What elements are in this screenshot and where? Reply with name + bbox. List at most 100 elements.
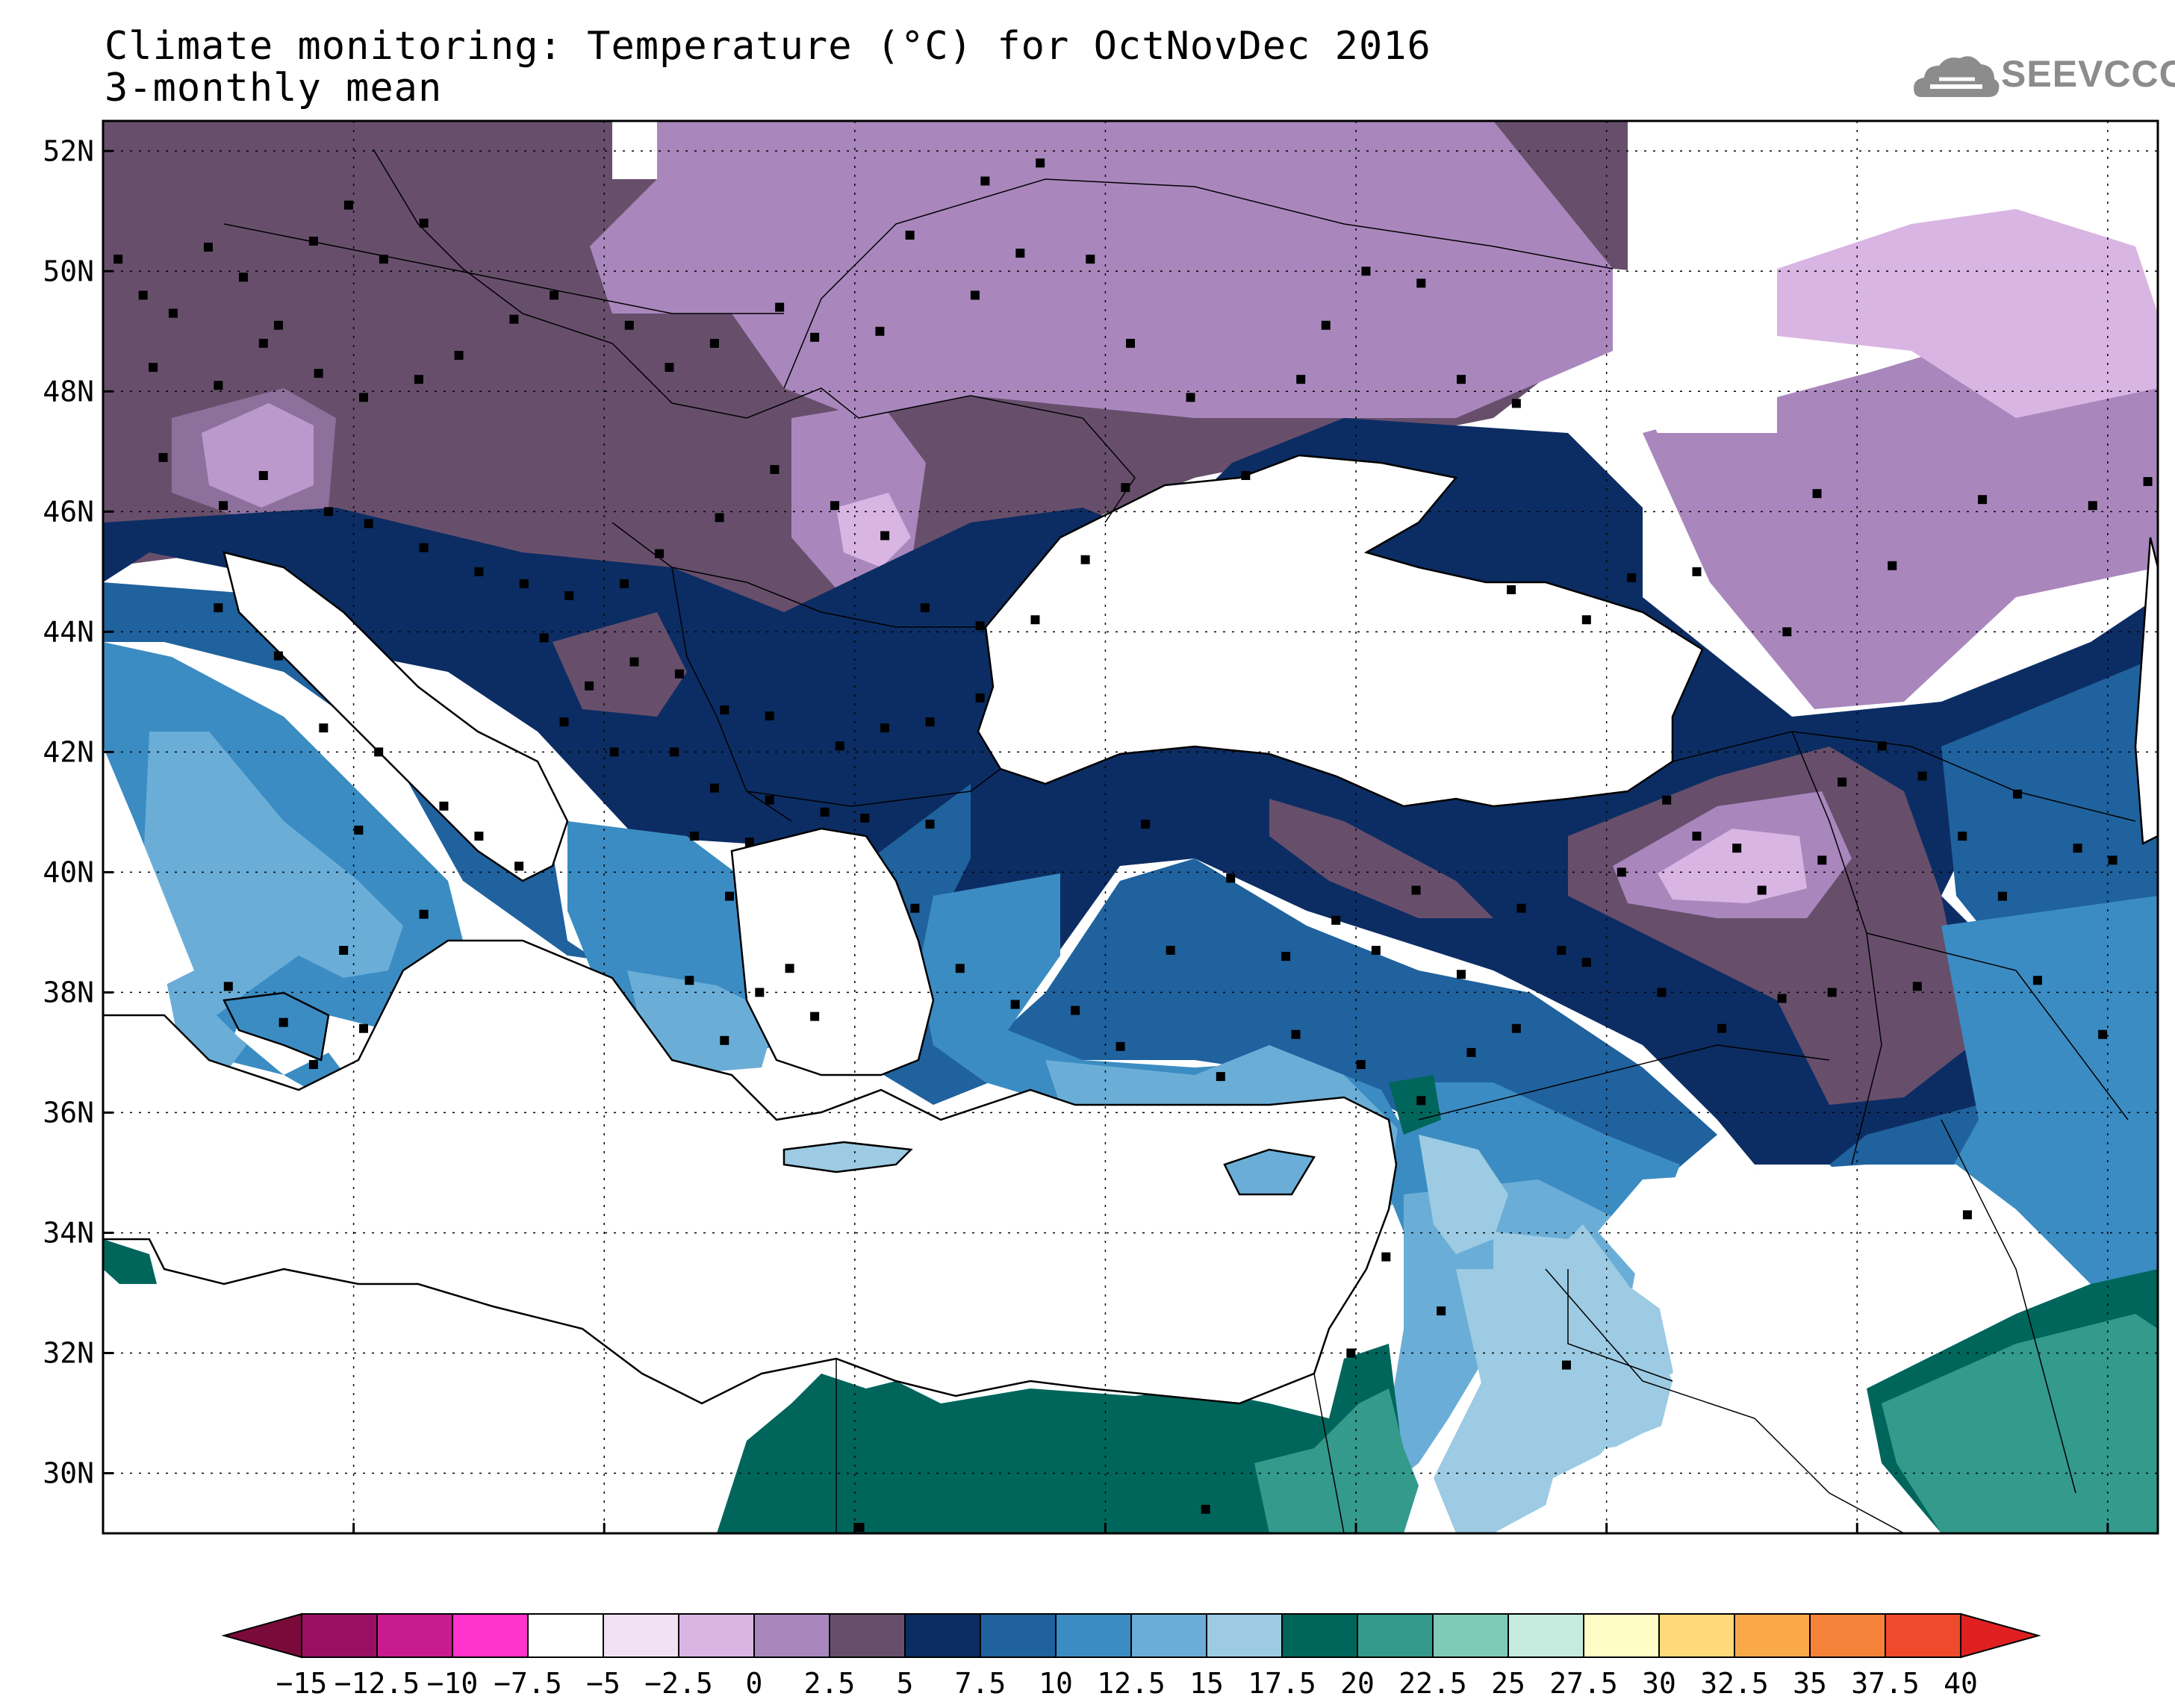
station-marker	[364, 519, 373, 529]
station-marker	[439, 801, 449, 811]
station-marker	[1581, 615, 1591, 625]
lat-label: 38N	[43, 976, 94, 1009]
station-marker	[1817, 855, 1827, 865]
colorbar-label: 37.5	[1851, 1667, 1920, 1700]
colorbar-label: 15	[1189, 1667, 1224, 1700]
station-marker	[690, 832, 700, 841]
station-marker	[1511, 1023, 1521, 1033]
station-marker	[925, 819, 935, 829]
station-marker	[214, 603, 223, 613]
station-marker	[1331, 915, 1341, 925]
station-marker	[970, 290, 980, 300]
station-marker	[550, 290, 559, 300]
station-marker	[905, 230, 915, 240]
station-marker	[1757, 885, 1767, 895]
sea-adriatic	[224, 552, 567, 881]
station-marker	[238, 272, 248, 282]
station-marker	[1241, 471, 1251, 481]
map-title: Climate monitoring: Temperature (°C) for…	[105, 24, 1431, 69]
colorbar-swatch	[301, 1613, 378, 1658]
colorbar-label: 35	[1793, 1667, 1827, 1700]
map-frame	[102, 119, 2159, 1535]
station-marker	[810, 1012, 820, 1021]
colorbar-label: 10	[1039, 1667, 1073, 1700]
coastlines	[103, 454, 2158, 1405]
colorbar-swatch	[1281, 1613, 1358, 1658]
field-20-tunisia-s	[103, 1239, 157, 1284]
station-marker	[343, 200, 353, 210]
colorbar-label: 7.5	[955, 1667, 1006, 1700]
station-marker	[1978, 495, 1988, 505]
station-marker	[1692, 832, 1702, 841]
sea-tyrrhenian	[103, 747, 194, 993]
station-marker	[765, 711, 774, 721]
station-marker	[720, 1035, 729, 1045]
colorbar-boxes	[221, 1612, 2041, 1659]
station-marker	[755, 988, 765, 997]
colorbar-label: −12.5	[335, 1667, 420, 1700]
colorbar-label: −2.5	[644, 1667, 713, 1700]
lat-label: 42N	[43, 735, 94, 768]
logo-text: SEEVCCC	[2001, 53, 2175, 95]
field-22-5-sinai	[1254, 1388, 1419, 1533]
station-marker	[1557, 946, 1566, 956]
island-sicily	[224, 993, 329, 1060]
station-marker	[374, 747, 384, 757]
station-marker	[775, 302, 785, 312]
colorbar-label: 2.5	[804, 1667, 856, 1700]
station-marker	[1962, 1210, 1972, 1220]
station-marker	[2032, 976, 2042, 985]
station-marker	[219, 501, 228, 511]
sea-black-sea	[978, 455, 1702, 806]
station-marker	[1080, 555, 1090, 564]
station-marker	[419, 543, 429, 552]
lat-label: 36N	[43, 1096, 94, 1129]
station-marker	[765, 795, 774, 805]
station-marker	[975, 621, 985, 631]
field-22-5-iraq	[1882, 1314, 2158, 1533]
island-crete	[784, 1142, 911, 1172]
colorbar-swatch	[1885, 1613, 1961, 1658]
colorbar-swatch	[376, 1613, 453, 1658]
station-marker	[308, 1060, 318, 1070]
station-marker	[1416, 1096, 1426, 1106]
cloud-icon	[1914, 56, 2000, 97]
station-marker	[1511, 399, 1521, 408]
colorbar-label: −5	[586, 1667, 620, 1700]
colorbar-label: 25	[1491, 1667, 1525, 1700]
station-marker	[620, 579, 629, 588]
station-marker	[725, 891, 735, 901]
station-marker	[1437, 1306, 1446, 1316]
station-marker	[1561, 1360, 1571, 1370]
station-marker	[1226, 873, 1236, 883]
station-marker	[314, 369, 323, 378]
station-marker	[855, 1522, 865, 1532]
station-marker	[1662, 795, 1672, 805]
field-2-5-bosnia	[553, 612, 687, 717]
colorbar-label: 22.5	[1398, 1667, 1467, 1700]
field-5-balkans	[103, 418, 2158, 1165]
colorbar-swatch	[829, 1613, 906, 1658]
station-marker	[1361, 267, 1371, 276]
station-marker	[1457, 375, 1466, 384]
colorbar-swatch	[1130, 1613, 1207, 1658]
field-20-egypt	[717, 1344, 1404, 1533]
station-marker	[785, 964, 794, 973]
station-marker	[1416, 278, 1426, 288]
colorbar-label: 27.5	[1549, 1667, 1618, 1700]
station-marker	[158, 452, 168, 462]
station-marker	[339, 946, 349, 956]
station-marker	[665, 363, 674, 373]
station-marker	[519, 579, 529, 588]
station-marker	[2143, 477, 2153, 487]
colorbar-swatch	[1734, 1613, 1811, 1658]
station-marker	[273, 651, 283, 661]
colorbar-swatch	[1658, 1613, 1735, 1658]
lat-label: 52N	[43, 134, 94, 167]
field-12-5-italy	[142, 732, 403, 1075]
sea-caspian	[2135, 537, 2158, 844]
colorbar-label: 17.5	[1248, 1667, 1316, 1700]
station-marker	[509, 314, 519, 324]
lon-labels: 10E15E20E25E30E35E40E45E50E	[102, 1523, 2109, 1533]
colorbar-swatch	[603, 1613, 679, 1658]
